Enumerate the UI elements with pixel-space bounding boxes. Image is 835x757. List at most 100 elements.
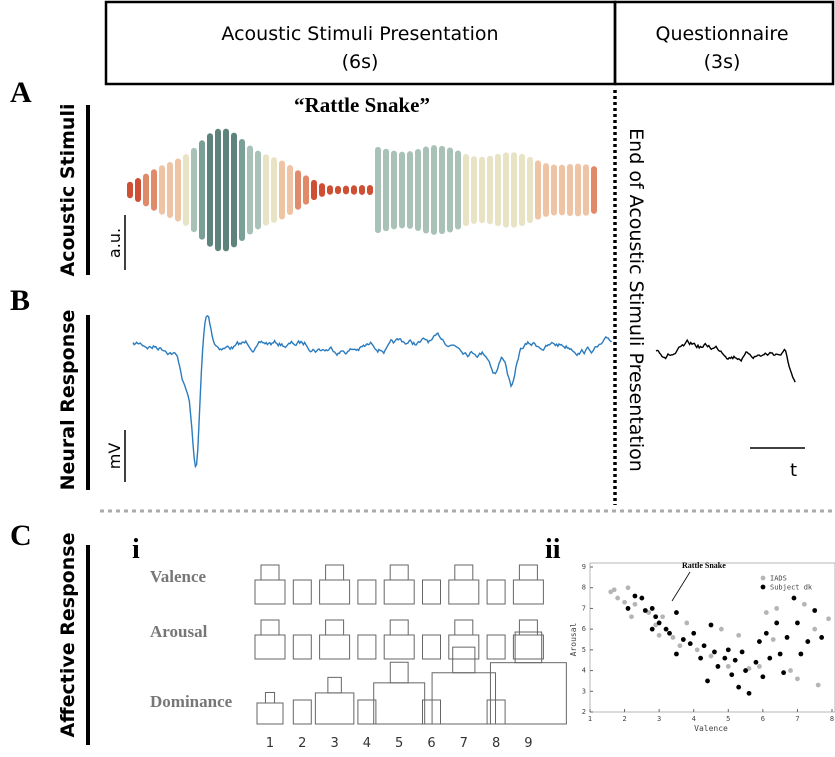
questionnaire-box xyxy=(613,0,835,86)
wave-bar xyxy=(471,156,477,224)
wave-bar xyxy=(247,145,253,235)
axis-title: Affective Response xyxy=(57,533,79,738)
x-tick-label: 2 xyxy=(622,715,626,723)
wave-bar xyxy=(263,154,269,226)
x-tick-label: 5 xyxy=(726,715,730,723)
point xyxy=(795,676,800,682)
gap-box xyxy=(422,579,441,605)
manikin-head xyxy=(389,661,409,684)
point xyxy=(781,670,786,676)
point xyxy=(725,647,731,653)
manikin-head xyxy=(260,564,280,581)
scale-label: mV xyxy=(105,443,124,470)
point xyxy=(691,630,697,636)
annotation: Rattle Snake xyxy=(682,561,726,570)
manikin-body xyxy=(319,634,351,660)
point xyxy=(736,632,742,638)
panel-label: C xyxy=(10,519,32,552)
point xyxy=(670,635,676,640)
manikin-body xyxy=(256,702,284,725)
gap-box xyxy=(422,634,441,660)
point xyxy=(774,620,780,626)
wave-bar xyxy=(383,148,389,232)
point xyxy=(795,620,800,626)
wave-bar xyxy=(543,163,549,217)
point xyxy=(625,585,631,591)
manikin-head xyxy=(389,619,409,636)
manikin-head xyxy=(325,564,345,581)
sam-manikins: 1 2 3 4 5 6 7 8 9 xyxy=(254,564,567,751)
point xyxy=(656,620,662,626)
gap-box xyxy=(292,579,312,605)
rating: 9 xyxy=(524,736,532,751)
x-tick-label: 6 xyxy=(761,715,765,723)
point xyxy=(718,626,724,632)
legend-label: Subject dk xyxy=(770,584,813,592)
manikin-body xyxy=(314,692,355,725)
axis-title: Acoustic Stimuli xyxy=(57,104,79,277)
point xyxy=(656,632,662,638)
rating: 7 xyxy=(460,736,468,751)
wave-bar xyxy=(287,164,293,216)
point xyxy=(812,626,818,632)
trace xyxy=(655,338,796,383)
wave-bar xyxy=(239,138,245,242)
sub-label: i xyxy=(132,534,140,565)
scale-label: a.u. xyxy=(105,228,124,258)
gap-box xyxy=(292,634,312,660)
wave-bar xyxy=(199,140,205,240)
point xyxy=(649,606,655,611)
axis-title: Neural Response xyxy=(57,310,79,491)
point xyxy=(757,664,762,669)
manikin-head xyxy=(454,619,474,636)
rating: 5 xyxy=(395,736,403,751)
point xyxy=(722,655,728,661)
wave-bar xyxy=(367,185,373,195)
manikin-body xyxy=(512,634,544,660)
wave-bar xyxy=(583,164,589,216)
header-duration: (3s) xyxy=(704,51,741,73)
annotation-arrow xyxy=(671,571,691,602)
wave-bar xyxy=(191,147,197,233)
end-marker: End of Acoustic Stimuli Presentation xyxy=(625,128,647,472)
wave-bar xyxy=(311,179,317,201)
point xyxy=(732,657,738,663)
gap-box xyxy=(486,634,506,660)
y-tick-label: 3 xyxy=(582,687,586,695)
wave-bar xyxy=(431,145,437,235)
point xyxy=(639,595,645,601)
wave-bar xyxy=(135,178,141,202)
y-tick-label: 9 xyxy=(582,563,586,571)
wave-bar xyxy=(207,133,213,247)
point xyxy=(622,599,627,605)
y-tick-label: 5 xyxy=(582,646,586,654)
manikin-body xyxy=(489,662,567,725)
manikin-body xyxy=(448,579,480,605)
point xyxy=(812,608,818,613)
point xyxy=(653,614,659,620)
header-title: Acoustic Stimuli Presentation xyxy=(221,23,498,45)
point xyxy=(625,606,631,611)
wave-bar xyxy=(535,160,541,220)
point xyxy=(608,589,614,595)
sam-scale: Dominance xyxy=(150,692,233,711)
point xyxy=(708,622,714,628)
point xyxy=(791,595,797,601)
wave-bar xyxy=(215,128,221,252)
point xyxy=(763,610,769,615)
point xyxy=(677,643,683,649)
wave-bar xyxy=(223,128,229,252)
point xyxy=(674,610,679,615)
wave-bar xyxy=(487,155,493,225)
wave-bar xyxy=(319,183,325,197)
point xyxy=(746,666,752,671)
point xyxy=(777,651,783,657)
scale-label: t xyxy=(790,460,797,481)
wave-bar xyxy=(327,185,333,195)
y-axis-title: Arousal xyxy=(569,622,578,656)
wave-bar xyxy=(511,152,517,228)
gap-box xyxy=(357,699,377,725)
point xyxy=(712,649,717,655)
wave-bar xyxy=(255,150,261,230)
